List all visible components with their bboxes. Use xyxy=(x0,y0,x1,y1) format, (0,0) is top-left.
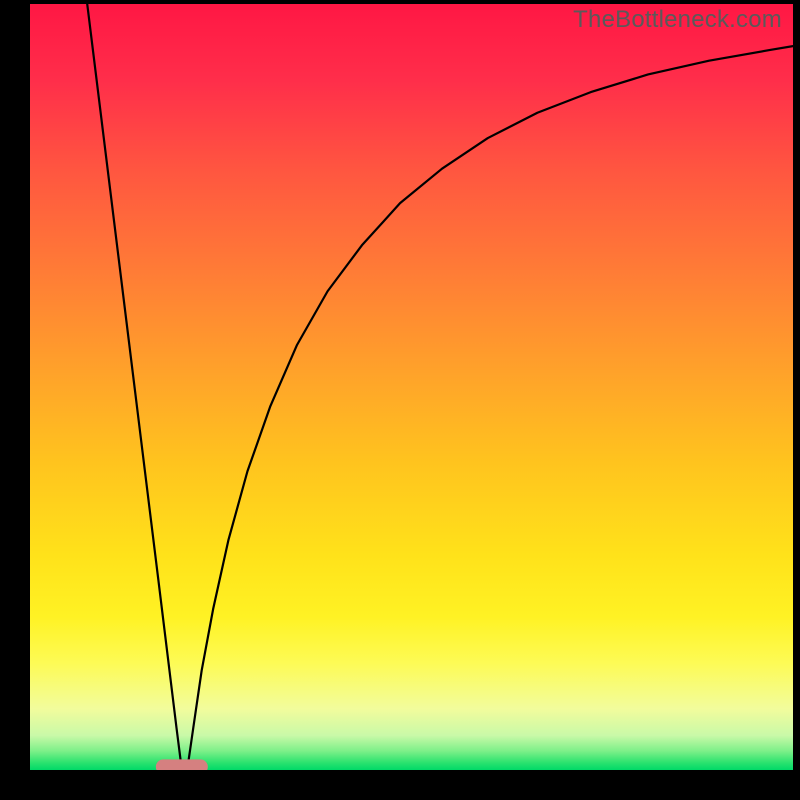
optimum-marker xyxy=(156,759,208,774)
watermark-text: TheBottleneck.com xyxy=(573,6,782,34)
chart-background xyxy=(30,4,793,770)
bottleneck-chart xyxy=(0,0,800,800)
